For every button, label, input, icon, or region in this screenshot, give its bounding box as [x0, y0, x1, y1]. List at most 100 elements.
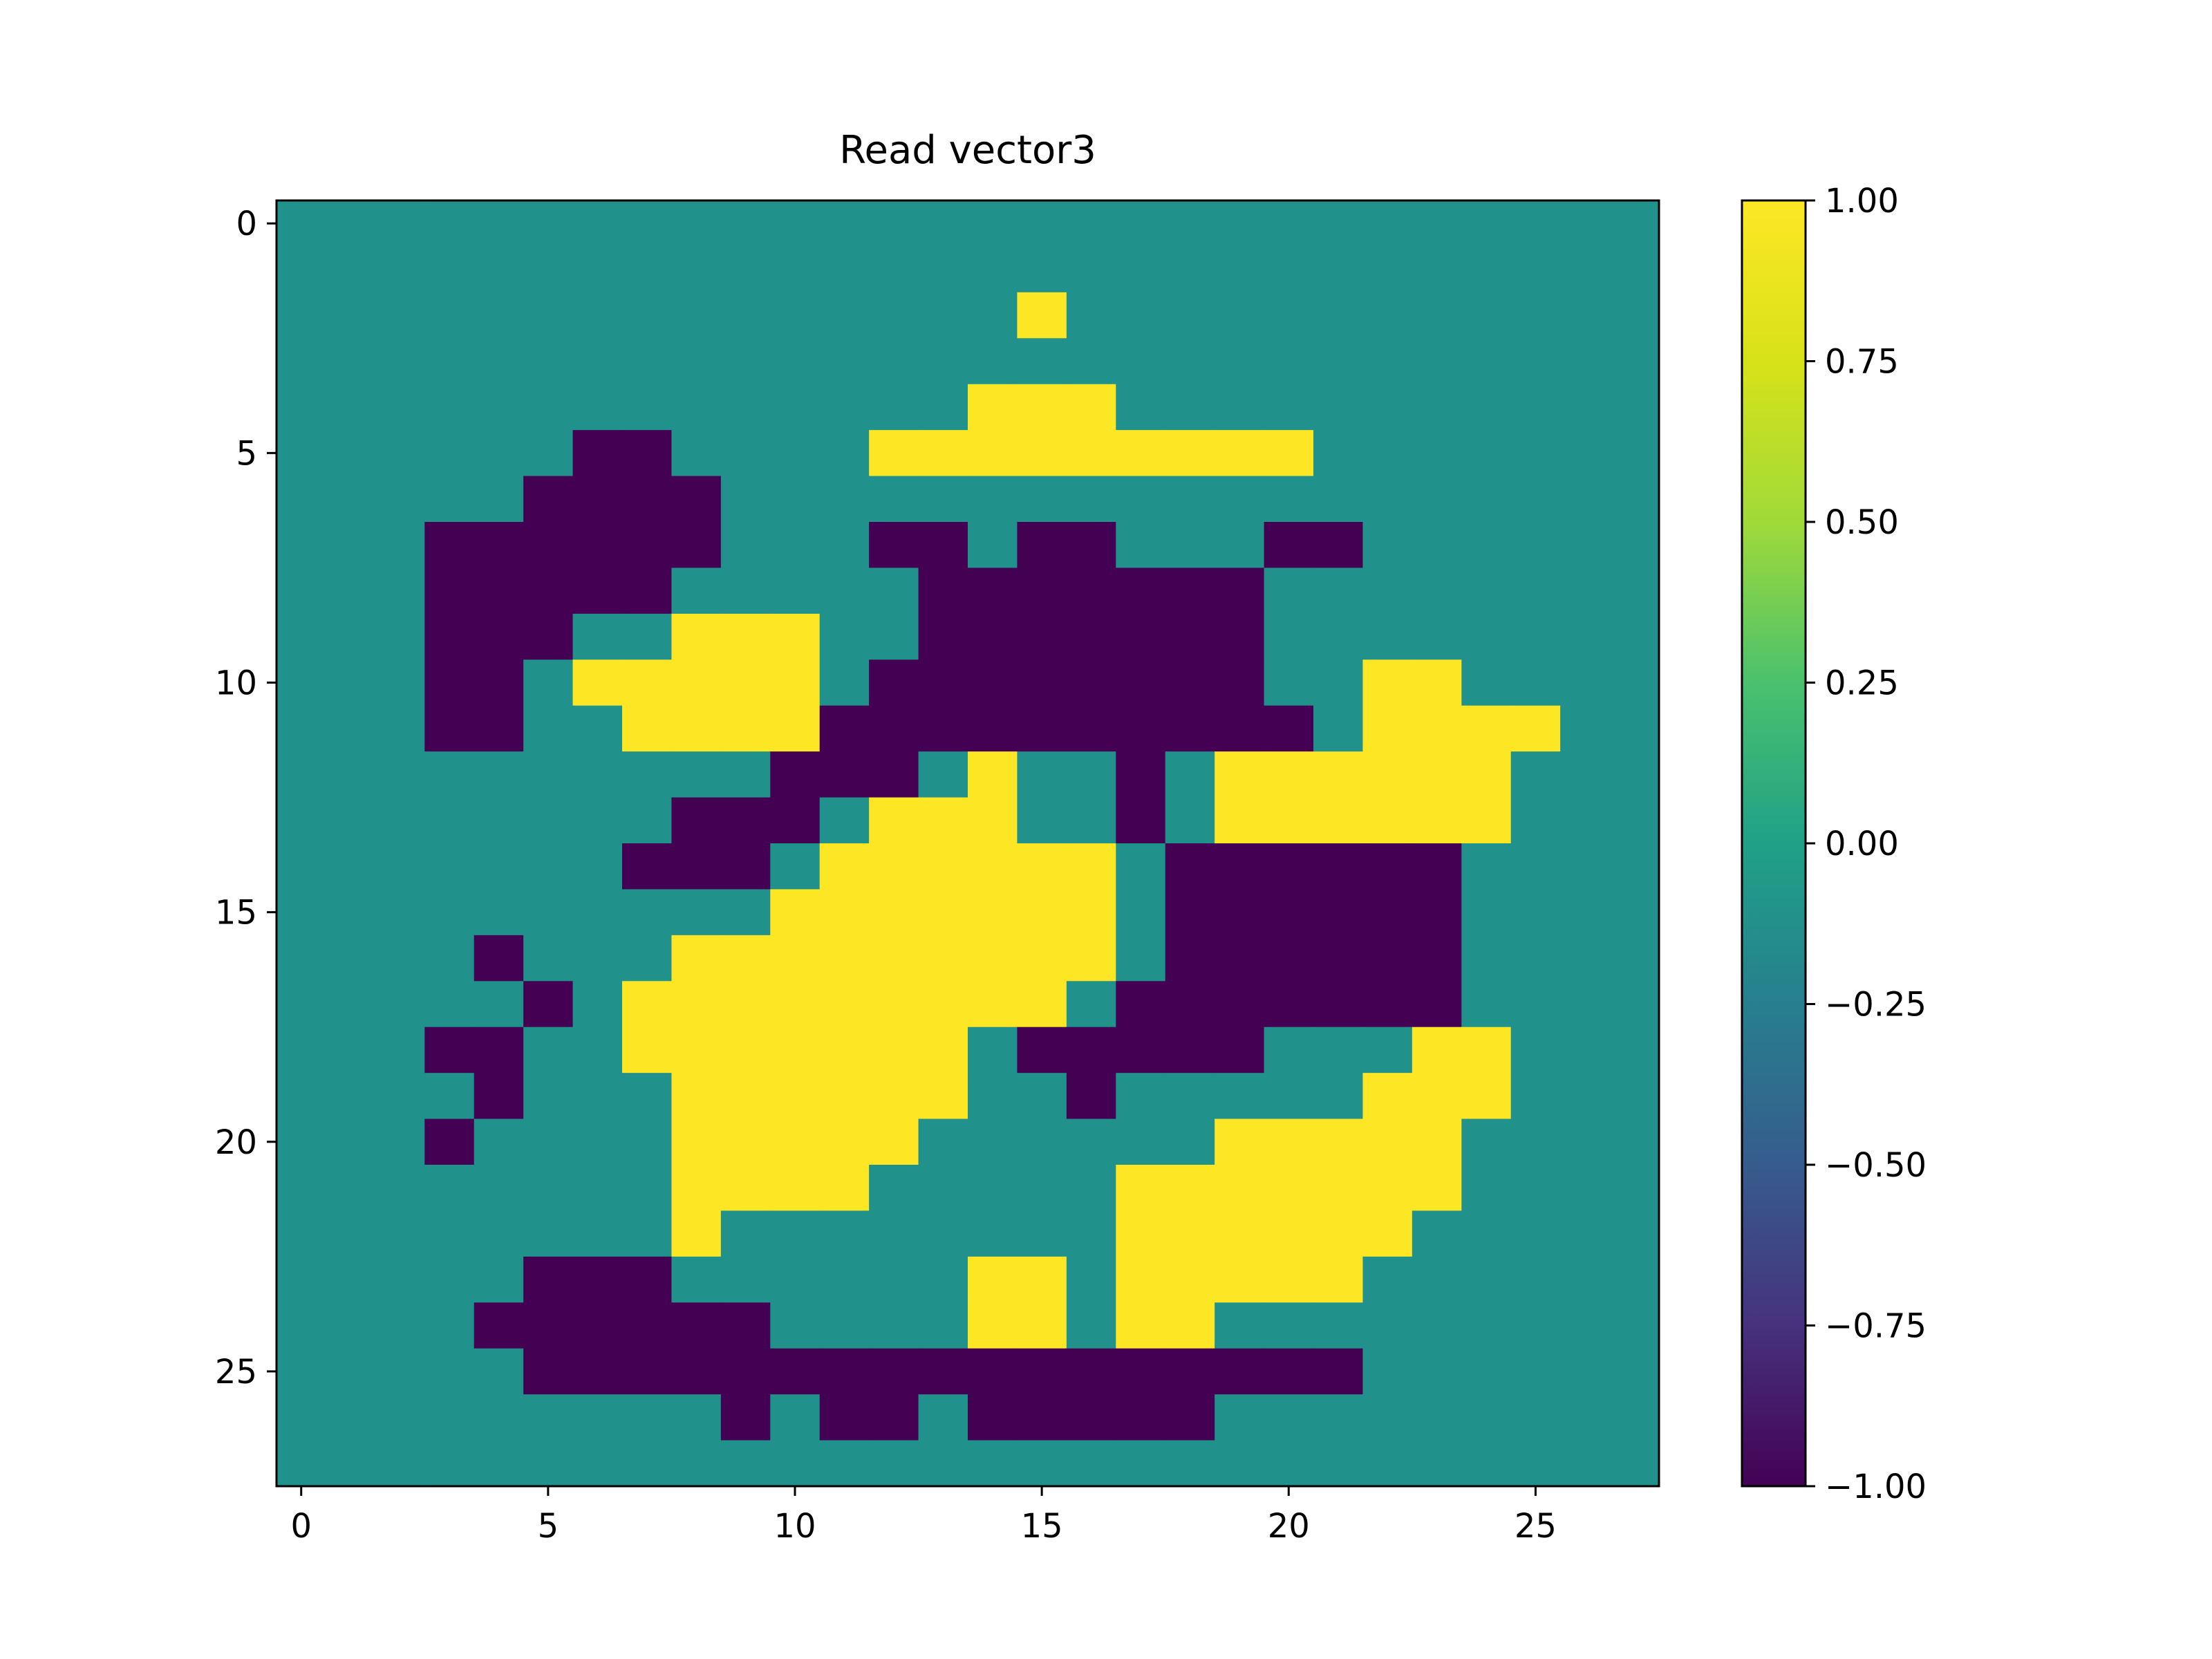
heatmap-cell: [1362, 1302, 1413, 1349]
heatmap-cell: [918, 568, 968, 615]
heatmap-cell: [1017, 1348, 1067, 1395]
heatmap-cell: [1362, 797, 1413, 844]
heatmap-cell: [1165, 659, 1215, 706]
heatmap-cell: [968, 384, 1018, 431]
heatmap-cell: [1412, 1118, 1462, 1165]
heatmap-cell: [1066, 522, 1116, 569]
heatmap-cell: [375, 1165, 425, 1212]
heatmap-cell: [523, 659, 574, 706]
heatmap-cell: [819, 797, 870, 844]
heatmap-cell: [424, 751, 475, 798]
heatmap-cell: [1461, 568, 1512, 615]
heatmap-cell: [1412, 1440, 1462, 1487]
heatmap-cell: [375, 476, 425, 523]
heatmap-cell: [918, 1027, 968, 1074]
heatmap-cell: [1560, 1394, 1611, 1441]
heatmap-cell: [474, 476, 524, 523]
heatmap-cell: [1510, 568, 1561, 615]
heatmap-cell: [770, 843, 821, 890]
heatmap-cell: [1412, 200, 1462, 247]
heatmap-cell: [276, 1440, 327, 1487]
heatmap-cell: [1165, 338, 1215, 385]
heatmap-cell: [276, 430, 327, 477]
heatmap-cell: [1066, 935, 1116, 982]
heatmap-cell: [1313, 843, 1364, 890]
heatmap-cell: [1017, 1073, 1067, 1120]
heatmap-cell: [1017, 1210, 1067, 1257]
heatmap-cell: [1461, 476, 1512, 523]
heatmap-cell: [1017, 1118, 1067, 1165]
heatmap-cell: [1165, 1073, 1215, 1120]
heatmap-cell: [1017, 476, 1067, 523]
colorbar: 1.00 0.75 0.50 0.25 0.00 −0.25 −0.50 −0.75 −1.00: [1741, 182, 1927, 1506]
heatmap-cell: [869, 1210, 919, 1257]
heatmap-cell: [1264, 1118, 1314, 1165]
heatmap-cell: [622, 1118, 673, 1165]
heatmap-cell: [276, 1027, 327, 1074]
heatmap-cell: [1313, 384, 1364, 431]
heatmap-cell: [918, 1165, 968, 1212]
heatmap-cell: [523, 613, 574, 660]
heatmap-cell: [474, 246, 524, 293]
heatmap-cell: [1412, 522, 1462, 569]
heatmap-cell: [1510, 1210, 1561, 1257]
heatmap-cell: [1215, 246, 1265, 293]
heatmap-cell: [671, 430, 722, 477]
heatmap-cell: [572, 522, 623, 569]
y-tick-label: 5: [236, 434, 257, 473]
heatmap-cell: [968, 1440, 1018, 1487]
heatmap-cell: [770, 797, 821, 844]
heatmap-cell: [1215, 981, 1265, 1028]
heatmap-cell: [968, 246, 1018, 293]
heatmap-cell: [276, 1118, 327, 1165]
heatmap-cell: [326, 1348, 376, 1395]
heatmap-cell: [819, 889, 870, 936]
heatmap-cell: [1560, 705, 1611, 752]
heatmap-cell: [375, 200, 425, 247]
heatmap-cell: [918, 705, 968, 752]
heatmap-cell: [326, 246, 376, 293]
heatmap-cell: [720, 935, 771, 982]
heatmap-cell: [720, 246, 771, 293]
heatmap-cell: [1066, 1440, 1116, 1487]
heatmap-cell: [1264, 613, 1314, 660]
heatmap-cell: [1560, 889, 1611, 936]
heatmap-cell: [1609, 659, 1660, 706]
plot-frame: [275, 199, 1660, 1488]
heatmap-cell: [424, 1027, 475, 1074]
heatmap-cell: [819, 338, 870, 385]
heatmap-cell: [424, 430, 475, 477]
heatmap-cell: [1215, 659, 1265, 706]
heatmap-cell: [326, 1394, 376, 1441]
heatmap-cell: [770, 1348, 821, 1395]
heatmap-cell: [1116, 843, 1166, 890]
heatmap-cell: [1017, 751, 1067, 798]
heatmap-cell: [918, 246, 968, 293]
heatmap-cell: [276, 981, 327, 1028]
heatmap-cell: [968, 476, 1018, 523]
heatmap-cell: [1412, 613, 1462, 660]
heatmap-cell: [1609, 200, 1660, 247]
heatmap-cell: [1560, 1210, 1611, 1257]
heatmap-cell: [671, 613, 722, 660]
heatmap-cell: [375, 1256, 425, 1303]
heatmap-cell: [918, 1256, 968, 1303]
heatmap-cell: [572, 568, 623, 615]
heatmap-cell: [1362, 981, 1413, 1028]
heatmap-cell: [1165, 935, 1215, 982]
heatmap-cell: [1412, 1348, 1462, 1395]
heatmap-cell: [474, 338, 524, 385]
heatmap-cell: [1017, 613, 1067, 660]
heatmap-cell: [1017, 1394, 1067, 1441]
heatmap-cell: [523, 568, 574, 615]
heatmap-cell: [523, 246, 574, 293]
heatmap-cell: [869, 1073, 919, 1120]
heatmap-cell: [968, 1256, 1018, 1303]
heatmap-cell: [918, 613, 968, 660]
heatmap-cell: [671, 246, 722, 293]
heatmap-cell: [375, 522, 425, 569]
heatmap-cell: [1066, 843, 1116, 890]
heatmap-cell: [1313, 797, 1364, 844]
heatmap-cell: [1116, 613, 1166, 660]
heatmap-cell: [375, 1118, 425, 1165]
